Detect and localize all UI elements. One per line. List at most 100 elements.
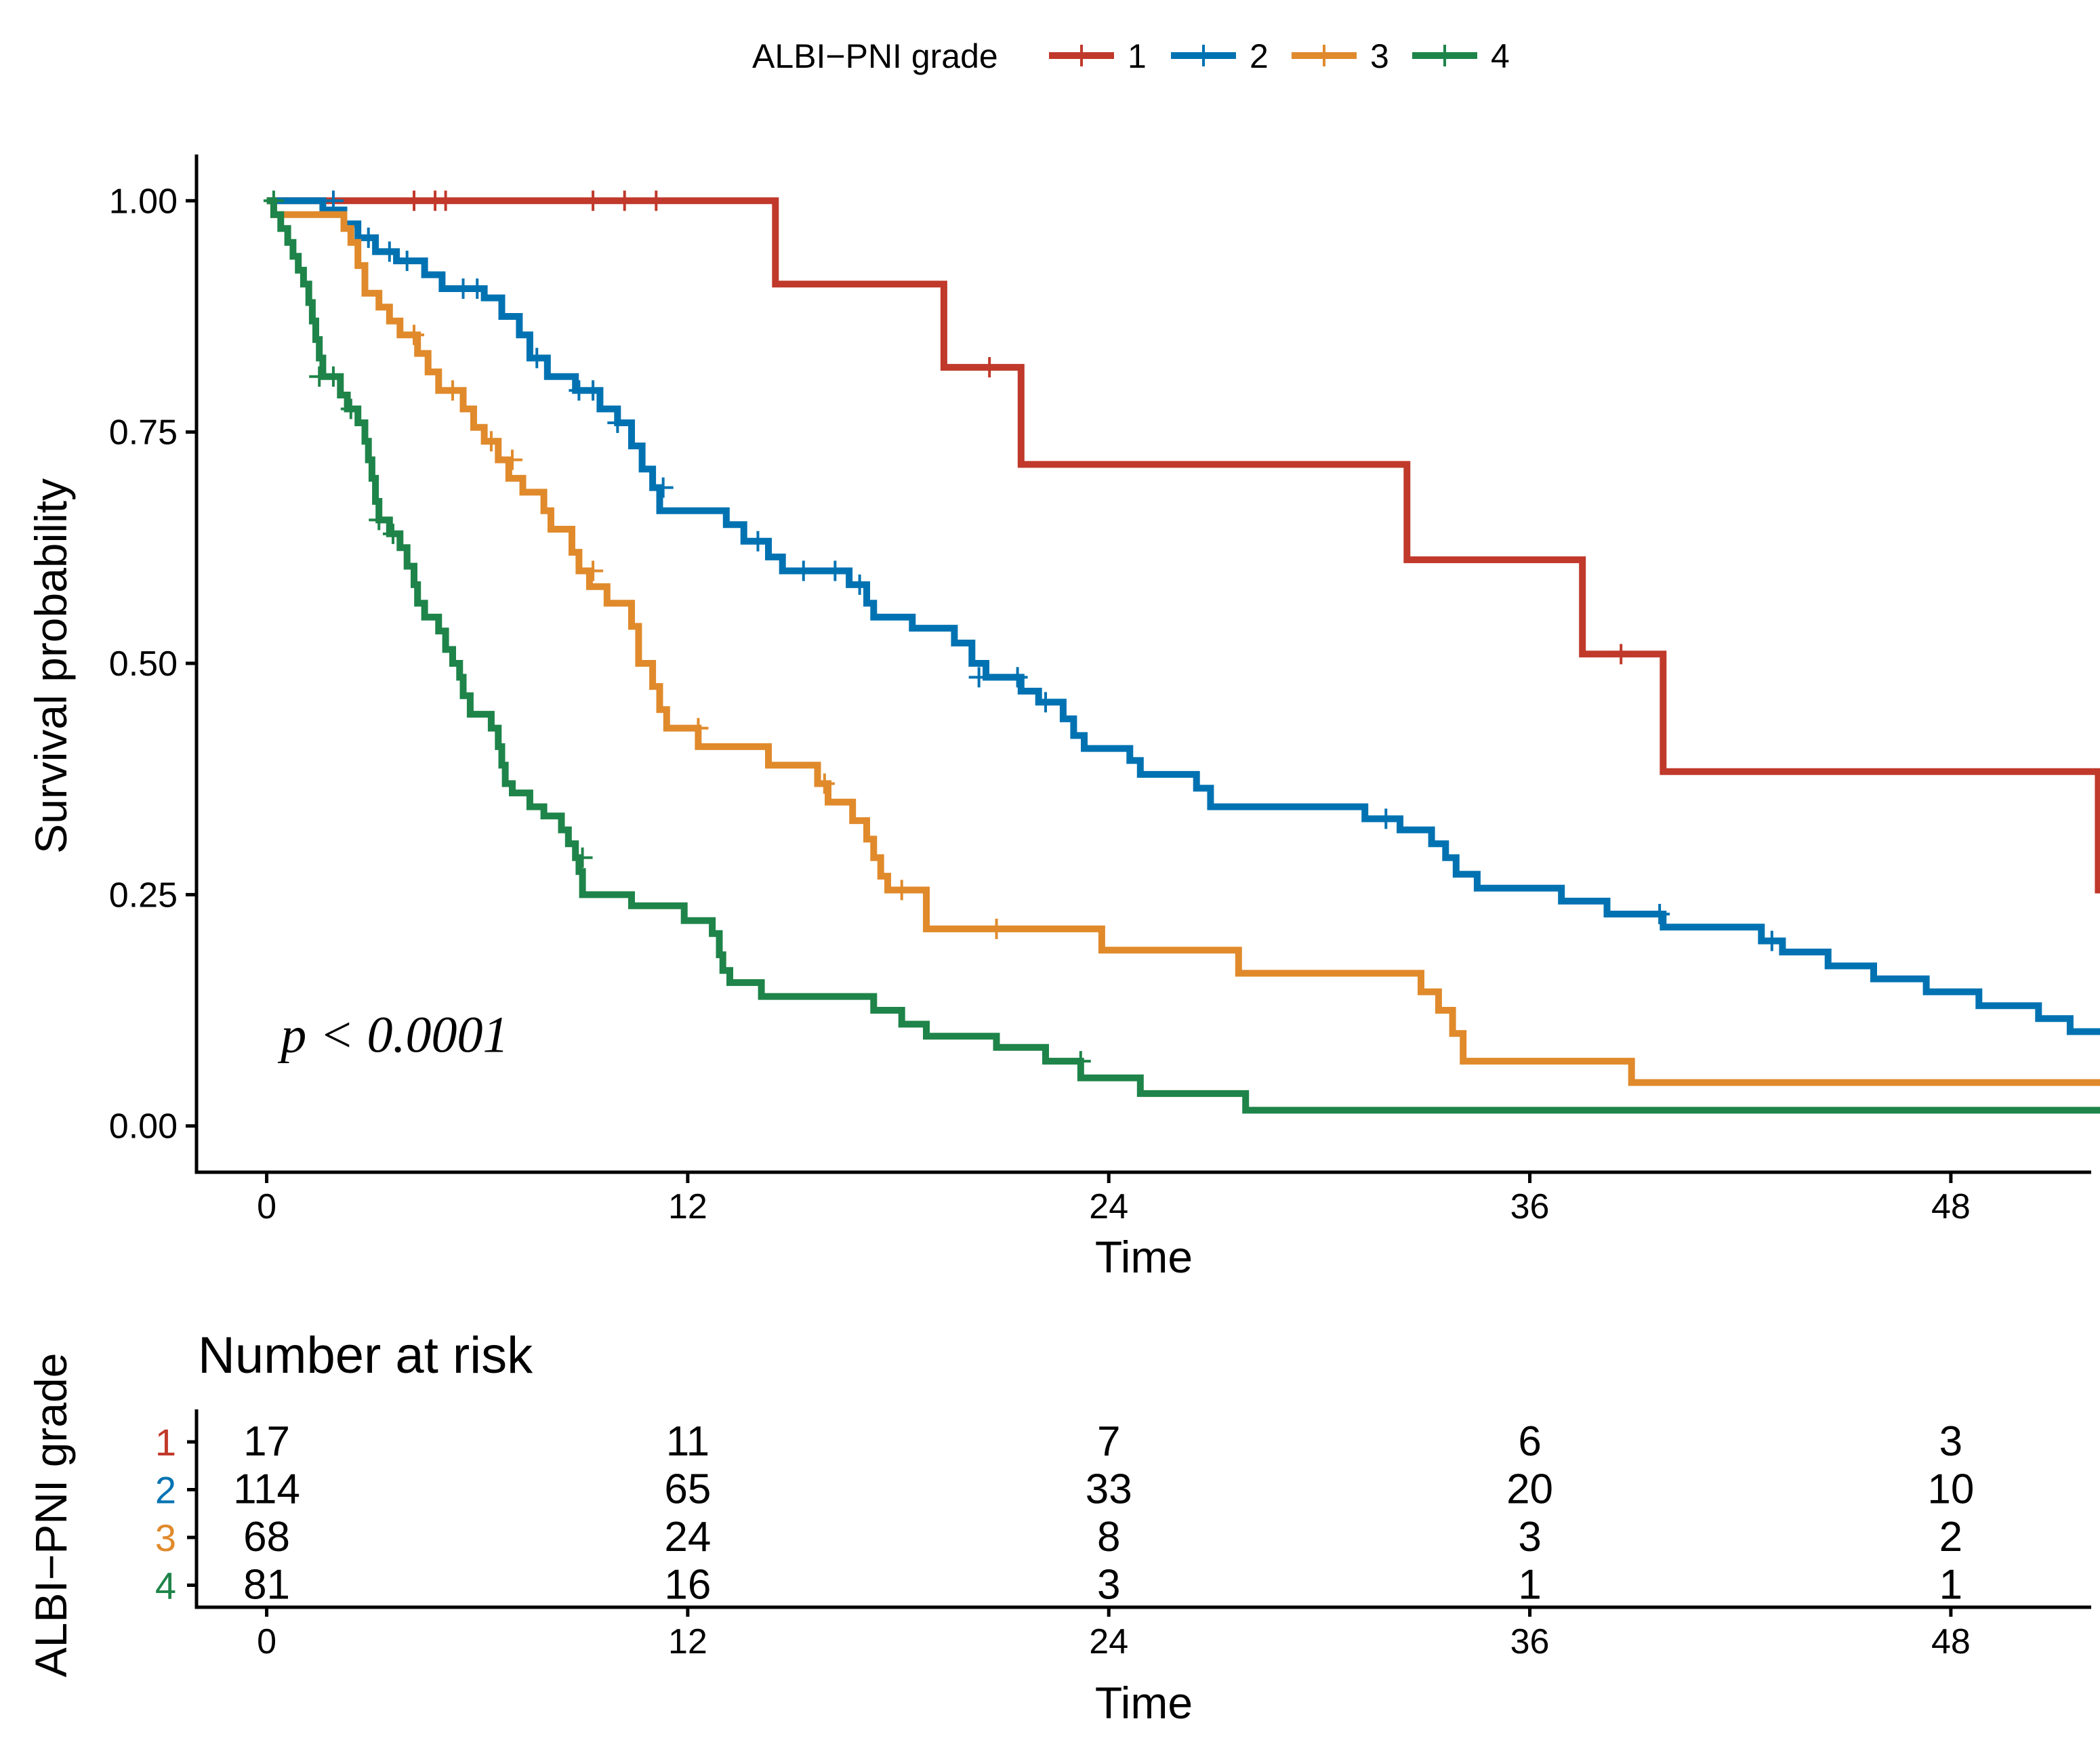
x-tick-label: 24 bbox=[1089, 1187, 1128, 1226]
y-tick-label: 0.75 bbox=[109, 413, 178, 453]
censor-mark bbox=[747, 531, 768, 552]
censor-mark bbox=[1611, 644, 1632, 665]
series-2 bbox=[266, 190, 2100, 1035]
censor-mark bbox=[442, 380, 463, 401]
x-tick-label: 12 bbox=[668, 1187, 707, 1226]
censor-mark bbox=[979, 357, 1000, 378]
censor-mark bbox=[607, 412, 628, 433]
censor-mark bbox=[502, 449, 522, 470]
y-tick-label: 1.00 bbox=[109, 182, 178, 221]
censor-mark bbox=[358, 227, 379, 248]
censor-mark bbox=[793, 560, 814, 581]
y-axis-title: Survival probability bbox=[26, 478, 76, 854]
censor-mark bbox=[527, 348, 548, 369]
censor-mark bbox=[323, 190, 344, 211]
censor-mark bbox=[382, 523, 403, 544]
risk-count: 2 bbox=[1939, 1514, 1962, 1560]
risk-x-tick-label: 48 bbox=[1931, 1622, 1971, 1661]
risk-x-tick-label: 12 bbox=[668, 1622, 707, 1661]
legend-label: 3 bbox=[1370, 37, 1389, 75]
legend-item-3: 3 bbox=[1292, 37, 1389, 75]
y-tick-label: 0.50 bbox=[109, 644, 178, 684]
legend-label: 4 bbox=[1491, 37, 1510, 75]
legend-label: 2 bbox=[1250, 37, 1269, 75]
censor-mark bbox=[825, 560, 846, 581]
risk-count: 3 bbox=[1518, 1514, 1541, 1560]
risk-group-label: 3 bbox=[155, 1516, 176, 1559]
censor-mark bbox=[614, 190, 635, 211]
censor-mark bbox=[849, 574, 870, 595]
series-3 bbox=[266, 197, 2100, 1086]
y-tick-label: 0.00 bbox=[109, 1107, 178, 1146]
survival-curve-3 bbox=[266, 197, 2100, 1086]
risk-count: 16 bbox=[664, 1562, 711, 1609]
legend: ALBI−PNI grade 1 2 3 4 bbox=[752, 37, 1510, 75]
x-tick-label: 0 bbox=[257, 1187, 276, 1226]
risk-row-4: 4 81 16 3 1 1 bbox=[155, 1562, 1962, 1609]
risk-count: 1 bbox=[1518, 1562, 1541, 1609]
censor-mark bbox=[263, 190, 284, 211]
censor-mark bbox=[396, 251, 417, 272]
risk-x-tick-label: 36 bbox=[1510, 1622, 1550, 1661]
risk-row-2: 2 114 65 33 20 10 bbox=[155, 1466, 1975, 1513]
censor-mark bbox=[688, 718, 709, 739]
censor-mark bbox=[653, 477, 674, 498]
censor-mark bbox=[583, 560, 604, 581]
risk-row-1: 1 17 11 7 6 3 bbox=[155, 1418, 1962, 1465]
y-tick-label: 0.25 bbox=[109, 875, 178, 915]
risk-group-label: 1 bbox=[155, 1421, 176, 1464]
censor-mark bbox=[404, 325, 425, 346]
censor-mark bbox=[323, 366, 344, 387]
risk-count: 7 bbox=[1097, 1418, 1120, 1465]
survival-curve-1 bbox=[266, 197, 2100, 894]
survival-curve-4 bbox=[266, 197, 2100, 1114]
censor-mark bbox=[379, 241, 400, 262]
censor-mark bbox=[435, 190, 456, 211]
censor-mark bbox=[572, 847, 593, 868]
risk-table-title: Number at risk bbox=[198, 1327, 533, 1384]
risk-row-3: 3 68 24 8 3 2 bbox=[155, 1514, 1962, 1560]
risk-count: 3 bbox=[1939, 1418, 1962, 1465]
censor-mark bbox=[986, 918, 1007, 939]
censor-mark bbox=[583, 190, 604, 211]
censor-mark bbox=[1761, 930, 1782, 951]
censor-mark bbox=[814, 773, 835, 794]
censor-mark bbox=[1035, 692, 1056, 713]
censor-mark bbox=[467, 278, 488, 299]
risk-count: 8 bbox=[1097, 1514, 1120, 1560]
survival-curve-2 bbox=[266, 197, 2100, 1035]
risk-x-tick-label: 24 bbox=[1089, 1622, 1128, 1661]
censor-mark bbox=[480, 431, 501, 452]
risk-x-tick-label: 0 bbox=[257, 1622, 276, 1661]
x-tick-label: 36 bbox=[1510, 1187, 1550, 1226]
censor-mark bbox=[583, 380, 604, 401]
legend-item-4: 4 bbox=[1412, 37, 1510, 75]
risk-count: 24 bbox=[664, 1514, 711, 1560]
risk-count: 17 bbox=[243, 1418, 290, 1465]
series-4 bbox=[263, 190, 2100, 1114]
risk-count: 65 bbox=[664, 1466, 711, 1513]
censor-mark bbox=[1007, 667, 1028, 688]
censor-mark bbox=[646, 190, 667, 211]
censor-mark bbox=[968, 667, 989, 688]
censor-mark bbox=[1649, 904, 1670, 925]
risk-count: 20 bbox=[1506, 1466, 1553, 1513]
risk-count: 10 bbox=[1927, 1466, 1974, 1513]
legend-title: ALBI−PNI grade bbox=[752, 37, 998, 75]
risk-group-label: 4 bbox=[155, 1565, 176, 1607]
censor-mark bbox=[369, 510, 390, 531]
censor-mark bbox=[340, 398, 361, 419]
legend-item-1: 1 bbox=[1049, 37, 1147, 75]
risk-count: 81 bbox=[243, 1562, 290, 1609]
legend-item-2: 2 bbox=[1171, 37, 1269, 75]
risk-count: 6 bbox=[1518, 1418, 1541, 1465]
risk-count: 3 bbox=[1097, 1562, 1120, 1609]
risk-y-axis-title: ALBI−PNI grade bbox=[26, 1353, 76, 1678]
risk-count: 33 bbox=[1086, 1466, 1132, 1513]
risk-count: 11 bbox=[666, 1418, 709, 1465]
x-tick-label: 48 bbox=[1931, 1187, 1971, 1226]
risk-count: 1 bbox=[1939, 1562, 1962, 1609]
